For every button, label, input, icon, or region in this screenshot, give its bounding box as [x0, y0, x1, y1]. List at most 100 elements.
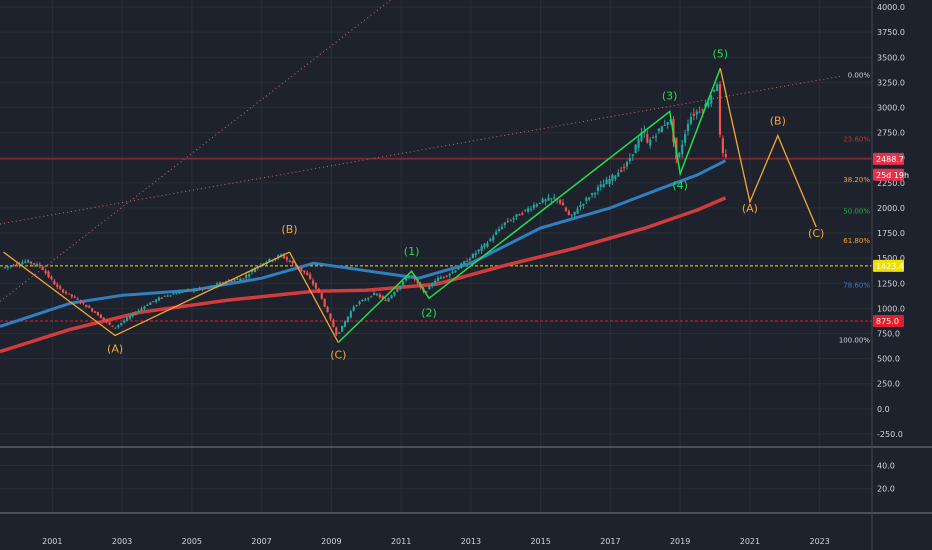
candle-body — [631, 154, 634, 156]
fib-level-label: 61.80% — [843, 237, 870, 245]
wave-label: (5) — [712, 47, 728, 60]
candle-body — [88, 306, 91, 308]
wave-label: (A) — [742, 202, 758, 215]
candle-body — [375, 294, 379, 296]
candle-body — [59, 286, 62, 289]
candle-body — [288, 260, 291, 262]
time-axis[interactable]: 2001 2003 2005 2007 2009 2011 2013 2015 2017 2019… — [42, 537, 830, 546]
x-tick-label: 2001 — [42, 537, 62, 546]
candle-body — [718, 84, 722, 135]
candle-body — [91, 308, 94, 312]
wave-label: (A) — [107, 343, 123, 356]
candle-body — [663, 125, 666, 127]
candle-body — [111, 325, 114, 327]
candle-body — [24, 261, 27, 263]
candle-body — [32, 263, 36, 265]
sub-axis[interactable]: 40.0 20.0 — [877, 461, 895, 493]
candle-body — [399, 285, 402, 290]
candle-body — [108, 322, 111, 325]
candle-body — [218, 282, 222, 285]
candle-body — [410, 275, 413, 277]
candle-body — [41, 267, 44, 270]
candle-body — [532, 205, 536, 209]
candle-body — [317, 289, 320, 292]
candle-body — [652, 137, 655, 139]
candle-body — [120, 322, 123, 325]
x-tick-label: 2015 — [530, 537, 550, 546]
candle-body — [221, 282, 225, 284]
candle-body — [713, 89, 716, 92]
candle-body — [518, 214, 521, 216]
candle-body — [291, 261, 294, 264]
y-tick-label: 4000.0 — [877, 3, 905, 12]
wave-label: (B) — [770, 115, 786, 128]
candle-body — [192, 289, 195, 291]
candle-body — [457, 267, 460, 270]
candle-body — [724, 154, 727, 158]
candle-body — [131, 313, 134, 317]
candle-body — [390, 295, 393, 299]
projection-line — [719, 68, 817, 228]
candle-body — [210, 286, 213, 288]
price-series — [3, 81, 727, 337]
fib-level-label: 38.20% — [843, 176, 870, 184]
candle-body — [236, 278, 239, 280]
candle-body — [64, 291, 68, 294]
sub-tick-label: 20.0 — [877, 485, 895, 494]
candle-body — [486, 242, 489, 247]
candle-body — [67, 293, 70, 295]
impulse-line — [337, 68, 722, 344]
candle-body — [70, 294, 73, 297]
candle-body — [76, 298, 79, 300]
candle-body — [93, 311, 97, 313]
candle-body — [85, 304, 88, 308]
candle-body — [428, 285, 431, 290]
candle-body — [608, 178, 611, 184]
candle-body — [332, 319, 335, 328]
candle-body — [242, 278, 245, 280]
candle-body — [605, 179, 608, 185]
candle-body — [396, 288, 399, 292]
candle-body — [253, 268, 257, 273]
sub-tick-label: 40.0 — [877, 461, 895, 470]
y-tick-label: 1500.0 — [877, 254, 905, 263]
candle-body — [268, 258, 271, 262]
y-tick-label: 3250.0 — [877, 78, 905, 87]
price-badge-label: 2488.7 — [876, 155, 904, 164]
candle-body — [309, 274, 312, 280]
candle-body — [698, 111, 701, 113]
wave-label: (1) — [404, 245, 420, 258]
candle-body — [329, 313, 332, 320]
candle-body — [515, 214, 518, 217]
candle-body — [343, 321, 347, 327]
candle-body — [692, 113, 695, 116]
candle-body — [105, 320, 108, 323]
candle-body — [617, 172, 620, 177]
wave-label: (C) — [330, 349, 346, 362]
candle-body — [195, 289, 198, 291]
y-tick-label: 3750.0 — [877, 28, 905, 37]
candle-body — [550, 198, 553, 200]
candle-body — [492, 236, 495, 241]
y-tick-label: 2250.0 — [877, 179, 905, 188]
candle-body — [306, 272, 309, 276]
y-tick-label: 1250.0 — [877, 279, 905, 288]
candle-body — [189, 289, 193, 291]
fib-level-label: 23.60% — [843, 136, 870, 144]
candle-body — [117, 325, 120, 328]
candle-body — [12, 265, 15, 267]
candle-body — [181, 291, 184, 293]
x-tick-label: 2017 — [600, 537, 620, 546]
candle-body — [407, 275, 411, 278]
price-axis[interactable]: 4000.03750.03500.03250.03000.02750.02500… — [877, 3, 905, 439]
x-tick-label: 2007 — [251, 537, 271, 546]
candle-body — [216, 283, 219, 287]
grid — [0, 0, 872, 512]
candle-body — [442, 276, 445, 278]
candle-body — [466, 260, 469, 262]
price-badge — [873, 168, 904, 181]
candle-body — [204, 287, 207, 289]
candle-body — [439, 277, 443, 279]
candle-body — [660, 126, 663, 133]
